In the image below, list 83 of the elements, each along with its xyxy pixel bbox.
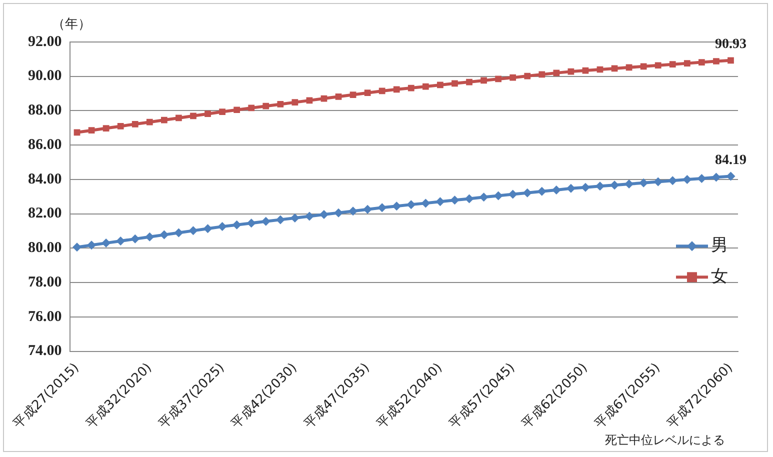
point <box>262 102 270 110</box>
point <box>421 198 430 208</box>
point <box>188 226 198 236</box>
point <box>728 57 734 64</box>
point <box>668 176 678 186</box>
point <box>437 82 444 88</box>
y-tick-label: 84.00 <box>28 171 62 188</box>
y-tick-label: 88.00 <box>28 102 62 119</box>
point <box>203 224 212 234</box>
point <box>464 194 474 204</box>
point <box>522 188 532 198</box>
point <box>495 76 502 82</box>
point <box>277 101 284 108</box>
point <box>190 112 196 120</box>
point <box>174 228 184 238</box>
point <box>566 184 576 193</box>
point <box>436 197 445 206</box>
data-label: 90.93 <box>714 36 746 52</box>
point <box>422 83 429 90</box>
point <box>669 61 676 68</box>
point <box>350 92 356 98</box>
point <box>335 93 342 100</box>
point <box>363 204 372 214</box>
point <box>538 71 546 78</box>
point <box>248 104 255 112</box>
point <box>132 120 138 128</box>
point <box>160 230 169 240</box>
point <box>176 114 182 122</box>
point <box>406 200 416 210</box>
point <box>276 215 285 224</box>
point <box>232 220 242 230</box>
point <box>102 125 110 132</box>
point <box>392 202 402 211</box>
point <box>234 106 240 114</box>
point <box>130 234 140 244</box>
point <box>87 240 96 250</box>
point <box>654 62 662 69</box>
point <box>640 63 647 70</box>
y-tick-label: 82.00 <box>28 206 62 222</box>
y-tick-label: 92.00 <box>28 34 62 50</box>
point <box>88 127 95 134</box>
point <box>524 72 531 80</box>
point <box>74 129 80 136</box>
point <box>553 70 560 76</box>
y-tick-label: 80.00 <box>28 240 62 256</box>
point <box>480 77 487 84</box>
y-tick-label: 74.00 <box>28 343 62 360</box>
point <box>466 78 472 86</box>
y-tick-label: 76.00 <box>28 308 62 325</box>
point <box>117 123 124 130</box>
point <box>304 212 314 221</box>
point <box>450 196 460 205</box>
point <box>219 108 226 115</box>
point <box>393 86 400 93</box>
point <box>292 99 298 106</box>
point <box>452 80 458 87</box>
point <box>378 88 386 94</box>
point <box>698 59 705 66</box>
point <box>537 186 546 196</box>
text: 死亡中位レベルによる <box>605 432 725 449</box>
point <box>246 218 256 228</box>
point <box>364 90 371 96</box>
y-tick-label: 90.00 <box>28 68 62 84</box>
point <box>306 97 313 104</box>
point <box>145 232 154 242</box>
point <box>494 191 503 200</box>
point <box>713 58 720 64</box>
legend-label: 男 <box>711 236 728 256</box>
point <box>146 118 153 126</box>
data-label: 84.19 <box>714 152 746 168</box>
point <box>218 222 227 232</box>
point <box>261 216 270 226</box>
point <box>508 190 518 199</box>
point <box>204 110 211 118</box>
point <box>510 74 516 81</box>
y-tick-label: 86.00 <box>28 136 62 153</box>
y-axis-title: （年） <box>52 16 91 33</box>
point <box>160 116 168 124</box>
point <box>408 84 414 92</box>
legend-label: 女 <box>711 266 728 287</box>
point <box>378 203 387 212</box>
point <box>684 60 690 66</box>
y-tick-label: 78.00 <box>28 274 62 290</box>
